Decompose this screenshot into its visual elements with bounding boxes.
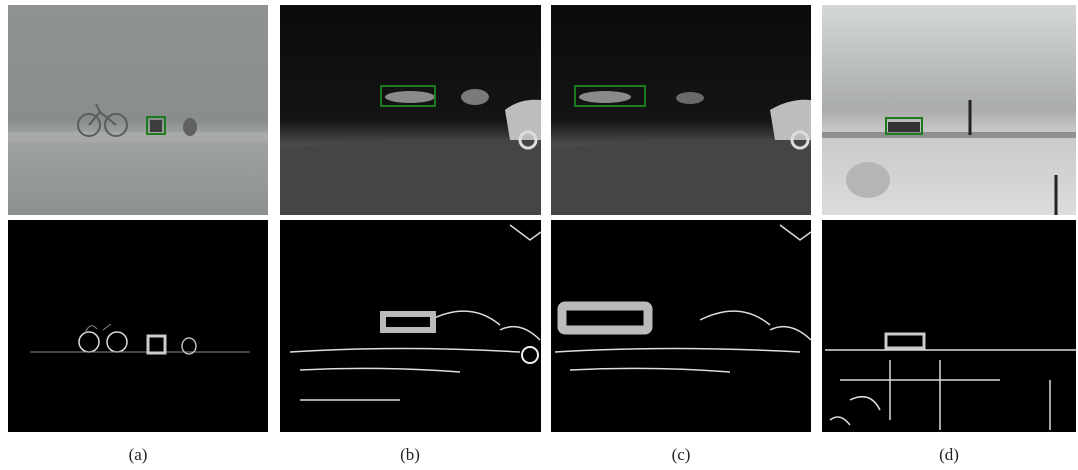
car bbox=[579, 91, 631, 103]
panel-b-bottom bbox=[280, 220, 541, 432]
panel-d-top bbox=[822, 5, 1076, 215]
road bbox=[551, 139, 811, 215]
target bbox=[888, 122, 920, 132]
panel-a-top bbox=[8, 5, 268, 215]
car bbox=[676, 92, 704, 104]
caption: (a) bbox=[129, 445, 148, 464]
person bbox=[183, 118, 197, 136]
car bbox=[385, 91, 435, 103]
panel-c-top bbox=[551, 5, 811, 215]
caption: (d) bbox=[939, 445, 959, 464]
blob bbox=[846, 162, 890, 198]
car bbox=[461, 89, 489, 105]
image bbox=[8, 5, 268, 215]
panel-d-bottom bbox=[822, 220, 1076, 432]
panel-c-bottom bbox=[551, 220, 811, 432]
road bbox=[280, 139, 541, 215]
horizon bbox=[822, 132, 1076, 138]
caption: (c) bbox=[672, 445, 691, 464]
target bbox=[150, 120, 162, 132]
image bbox=[8, 220, 268, 432]
panel-a-bottom bbox=[8, 220, 268, 432]
page: (a) (b) (c) (d) (() => { const data = JS… bbox=[0, 0, 1078, 470]
panel-b-top bbox=[280, 5, 541, 215]
horizon bbox=[8, 132, 268, 142]
figure: (a) (b) (c) (d) bbox=[0, 0, 1078, 470]
caption: (b) bbox=[400, 445, 420, 464]
image bbox=[822, 220, 1076, 432]
